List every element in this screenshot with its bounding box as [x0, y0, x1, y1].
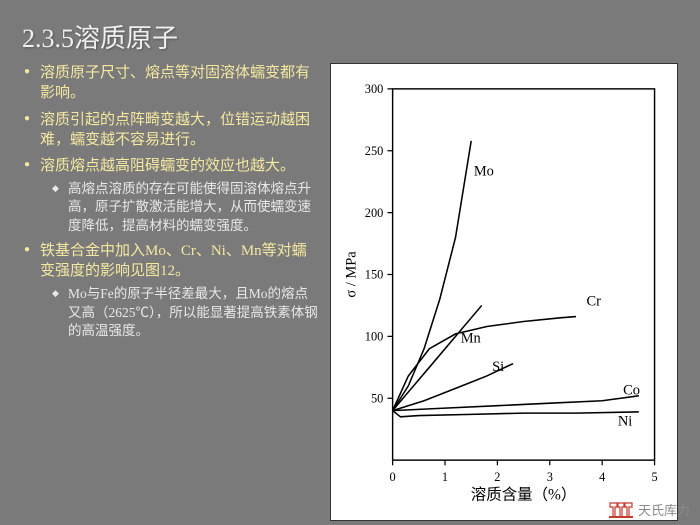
y-tick-label: 150	[365, 268, 384, 282]
y-tick-label: 100	[365, 330, 384, 344]
series-label-Cr: Cr	[586, 293, 601, 309]
bullet-text: 溶质原子尺寸、熔点等对固溶体蠕变都有影响。	[40, 65, 310, 101]
series-label-Mo: Mo	[474, 164, 494, 180]
watermark: 天氏库力	[608, 500, 690, 519]
text-column: 溶质原子尺寸、熔点等对固溶体蠕变都有影响。溶质引起的点阵畸变越大，位错运动越困难…	[22, 63, 320, 521]
sub-bullet-item: Mo与Fe的原子半径差最大，且Mo的熔点又高（2625℃），所以能显著提高铁素体…	[52, 285, 320, 340]
x-tick-label: 5	[651, 470, 657, 484]
y-tick-label: 250	[365, 144, 384, 158]
bullet-item: 溶质熔点越高阻碍蠕变的效应也越大。高熔点溶质的存在可能使得固溶体熔点升高，原子扩…	[22, 156, 320, 235]
sub-list: 高熔点溶质的存在可能使得固溶体熔点升高，原子扩散激活能增大，从而使蠕变速度降低，…	[40, 180, 320, 235]
bullet-text: 溶质引起的点阵畸变越大，位错运动越困难，蠕变越不容易进行。	[40, 112, 310, 148]
x-tick-label: 2	[494, 470, 500, 484]
y-tick-label: 200	[365, 206, 384, 220]
x-axis-label: 溶质含量（%）	[471, 485, 577, 503]
bullet-item: 溶质引起的点阵畸变越大，位错运动越困难，蠕变越不容易进行。	[22, 110, 320, 151]
series-label-Si: Si	[492, 359, 504, 375]
chart-panel: 0 1 2 3 4 5 50 100 150 200 250 300 溶质含量（%） σ / MPa Mo C…	[330, 63, 678, 521]
bullet-item: 溶质原子尺寸、熔点等对固溶体蠕变都有影响。	[22, 63, 320, 104]
x-tick-label: 4	[599, 470, 605, 484]
sub-list: Mo与Fe的原子半径差最大，且Mo的熔点又高（2625℃），所以能显著提高铁素体…	[40, 285, 320, 340]
bullet-list: 溶质原子尺寸、熔点等对固溶体蠕变都有影响。溶质引起的点阵畸变越大，位错运动越困难…	[22, 63, 320, 340]
x-tick-label: 0	[390, 470, 396, 484]
bullet-item: 铁基合金中加入Mo、Cr、Ni、Mn等对蠕变强度的影响见图12。 Mo与Fe的原子…	[22, 241, 320, 340]
chart-svg: 0 1 2 3 4 5 50 100 150 200 250 300 溶质含量（%） σ / MPa Mo C…	[339, 74, 669, 512]
series-label-Mn: Mn	[461, 331, 481, 347]
x-tick-label: 1	[442, 470, 448, 484]
y-tick-label: 50	[371, 391, 383, 405]
sub-bullet-item: 高熔点溶质的存在可能使得固溶体熔点升高，原子扩散激活能增大，从而使蠕变速度降低，…	[52, 180, 320, 235]
y-axis-label: σ / MPa	[344, 251, 360, 298]
series-label-Ni: Ni	[618, 413, 632, 429]
x-tick-label: 3	[547, 470, 553, 484]
y-tick-label: 300	[365, 82, 384, 96]
slide-title: 2.3.5溶质原子	[22, 18, 678, 55]
series-label-Co: Co	[623, 383, 640, 399]
bullet-text: 溶质熔点越高阻碍蠕变的效应也越大。	[40, 158, 295, 174]
logo-icon	[608, 501, 634, 519]
watermark-text: 天氏库力	[638, 500, 690, 519]
bullet-text: 铁基合金中加入Mo、Cr、Ni、Mn等对蠕变强度的影响见图12。	[40, 243, 307, 279]
